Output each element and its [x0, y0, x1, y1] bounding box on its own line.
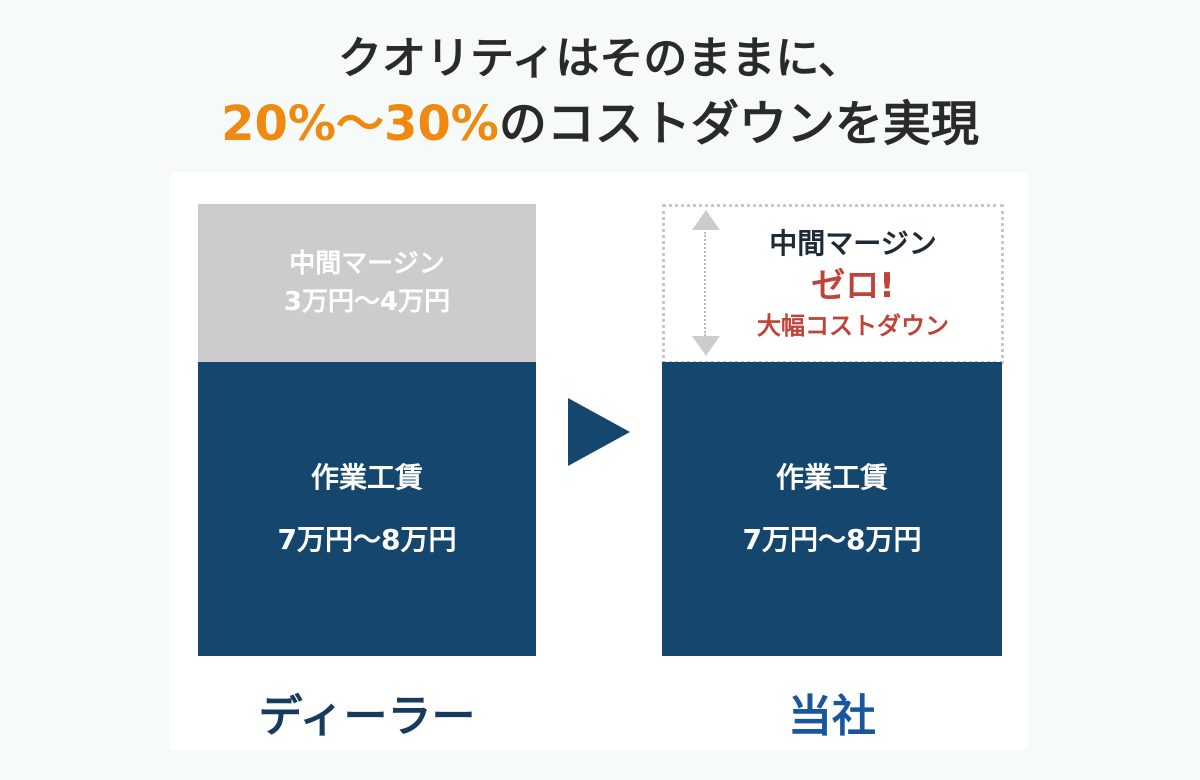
dealer-margin-value: 3万円〜4万円 — [283, 287, 451, 317]
dealer-label: ディーラー — [258, 691, 476, 742]
dealer-labor-value: 7万円〜8万円 — [277, 523, 457, 556]
dealer-margin-label: 中間マージン — [289, 249, 445, 279]
company-labor-value: 7万円〜8万円 — [742, 523, 922, 556]
company-labor-block: 作業工賃 7万円〜8万円 — [662, 362, 1002, 656]
double-arrow-line — [704, 232, 708, 336]
headline-highlight: 20%〜30% — [221, 96, 499, 152]
headline-line1: クオリティはそのままに、 — [337, 33, 863, 84]
company-margin-block: 中間マージン ゼロ! 大幅コストダウン — [662, 204, 1004, 364]
company-margin-label: 中間マージン — [769, 227, 937, 260]
dealer-labor-label: 作業工賃 — [310, 461, 423, 494]
arrow-right-icon — [568, 398, 630, 466]
company-labor-label: 作業工賃 — [775, 461, 888, 494]
company-margin-zero: ゼロ! — [811, 266, 895, 306]
company-margin-note: 大幅コストダウン — [757, 312, 949, 340]
company-label: 当社 — [788, 691, 876, 742]
headline-line2: 20%〜30%のコストダウンを実現 — [0, 84, 1200, 154]
headline-rest: のコストダウンを実現 — [498, 96, 979, 152]
arrow-up-icon — [692, 210, 720, 230]
dealer-labor-block: 作業工賃 7万円〜8万円 — [198, 362, 536, 656]
dealer-margin-block: 中間マージン 3万円〜4万円 — [198, 204, 536, 362]
arrow-down-icon — [692, 336, 720, 356]
